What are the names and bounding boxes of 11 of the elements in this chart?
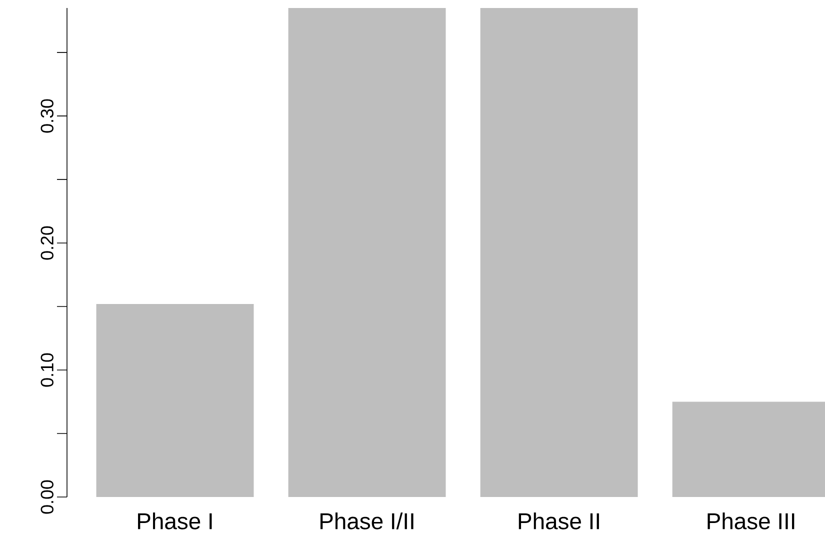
y-tick-label: 0.00 [40,480,54,514]
y-tick-label: 0.30 [40,99,54,133]
y-tick-label: 0.20 [40,226,54,260]
x-tick-label: Phase III [708,512,794,530]
x-tick-label: Phase II [518,512,599,530]
bar [480,8,638,497]
y-tick-label: 0.10 [40,353,54,387]
x-tick-label: Phase I [138,512,212,530]
bar [288,8,446,497]
x-tick-label: Phase I/II [320,512,414,530]
bar [96,304,254,497]
